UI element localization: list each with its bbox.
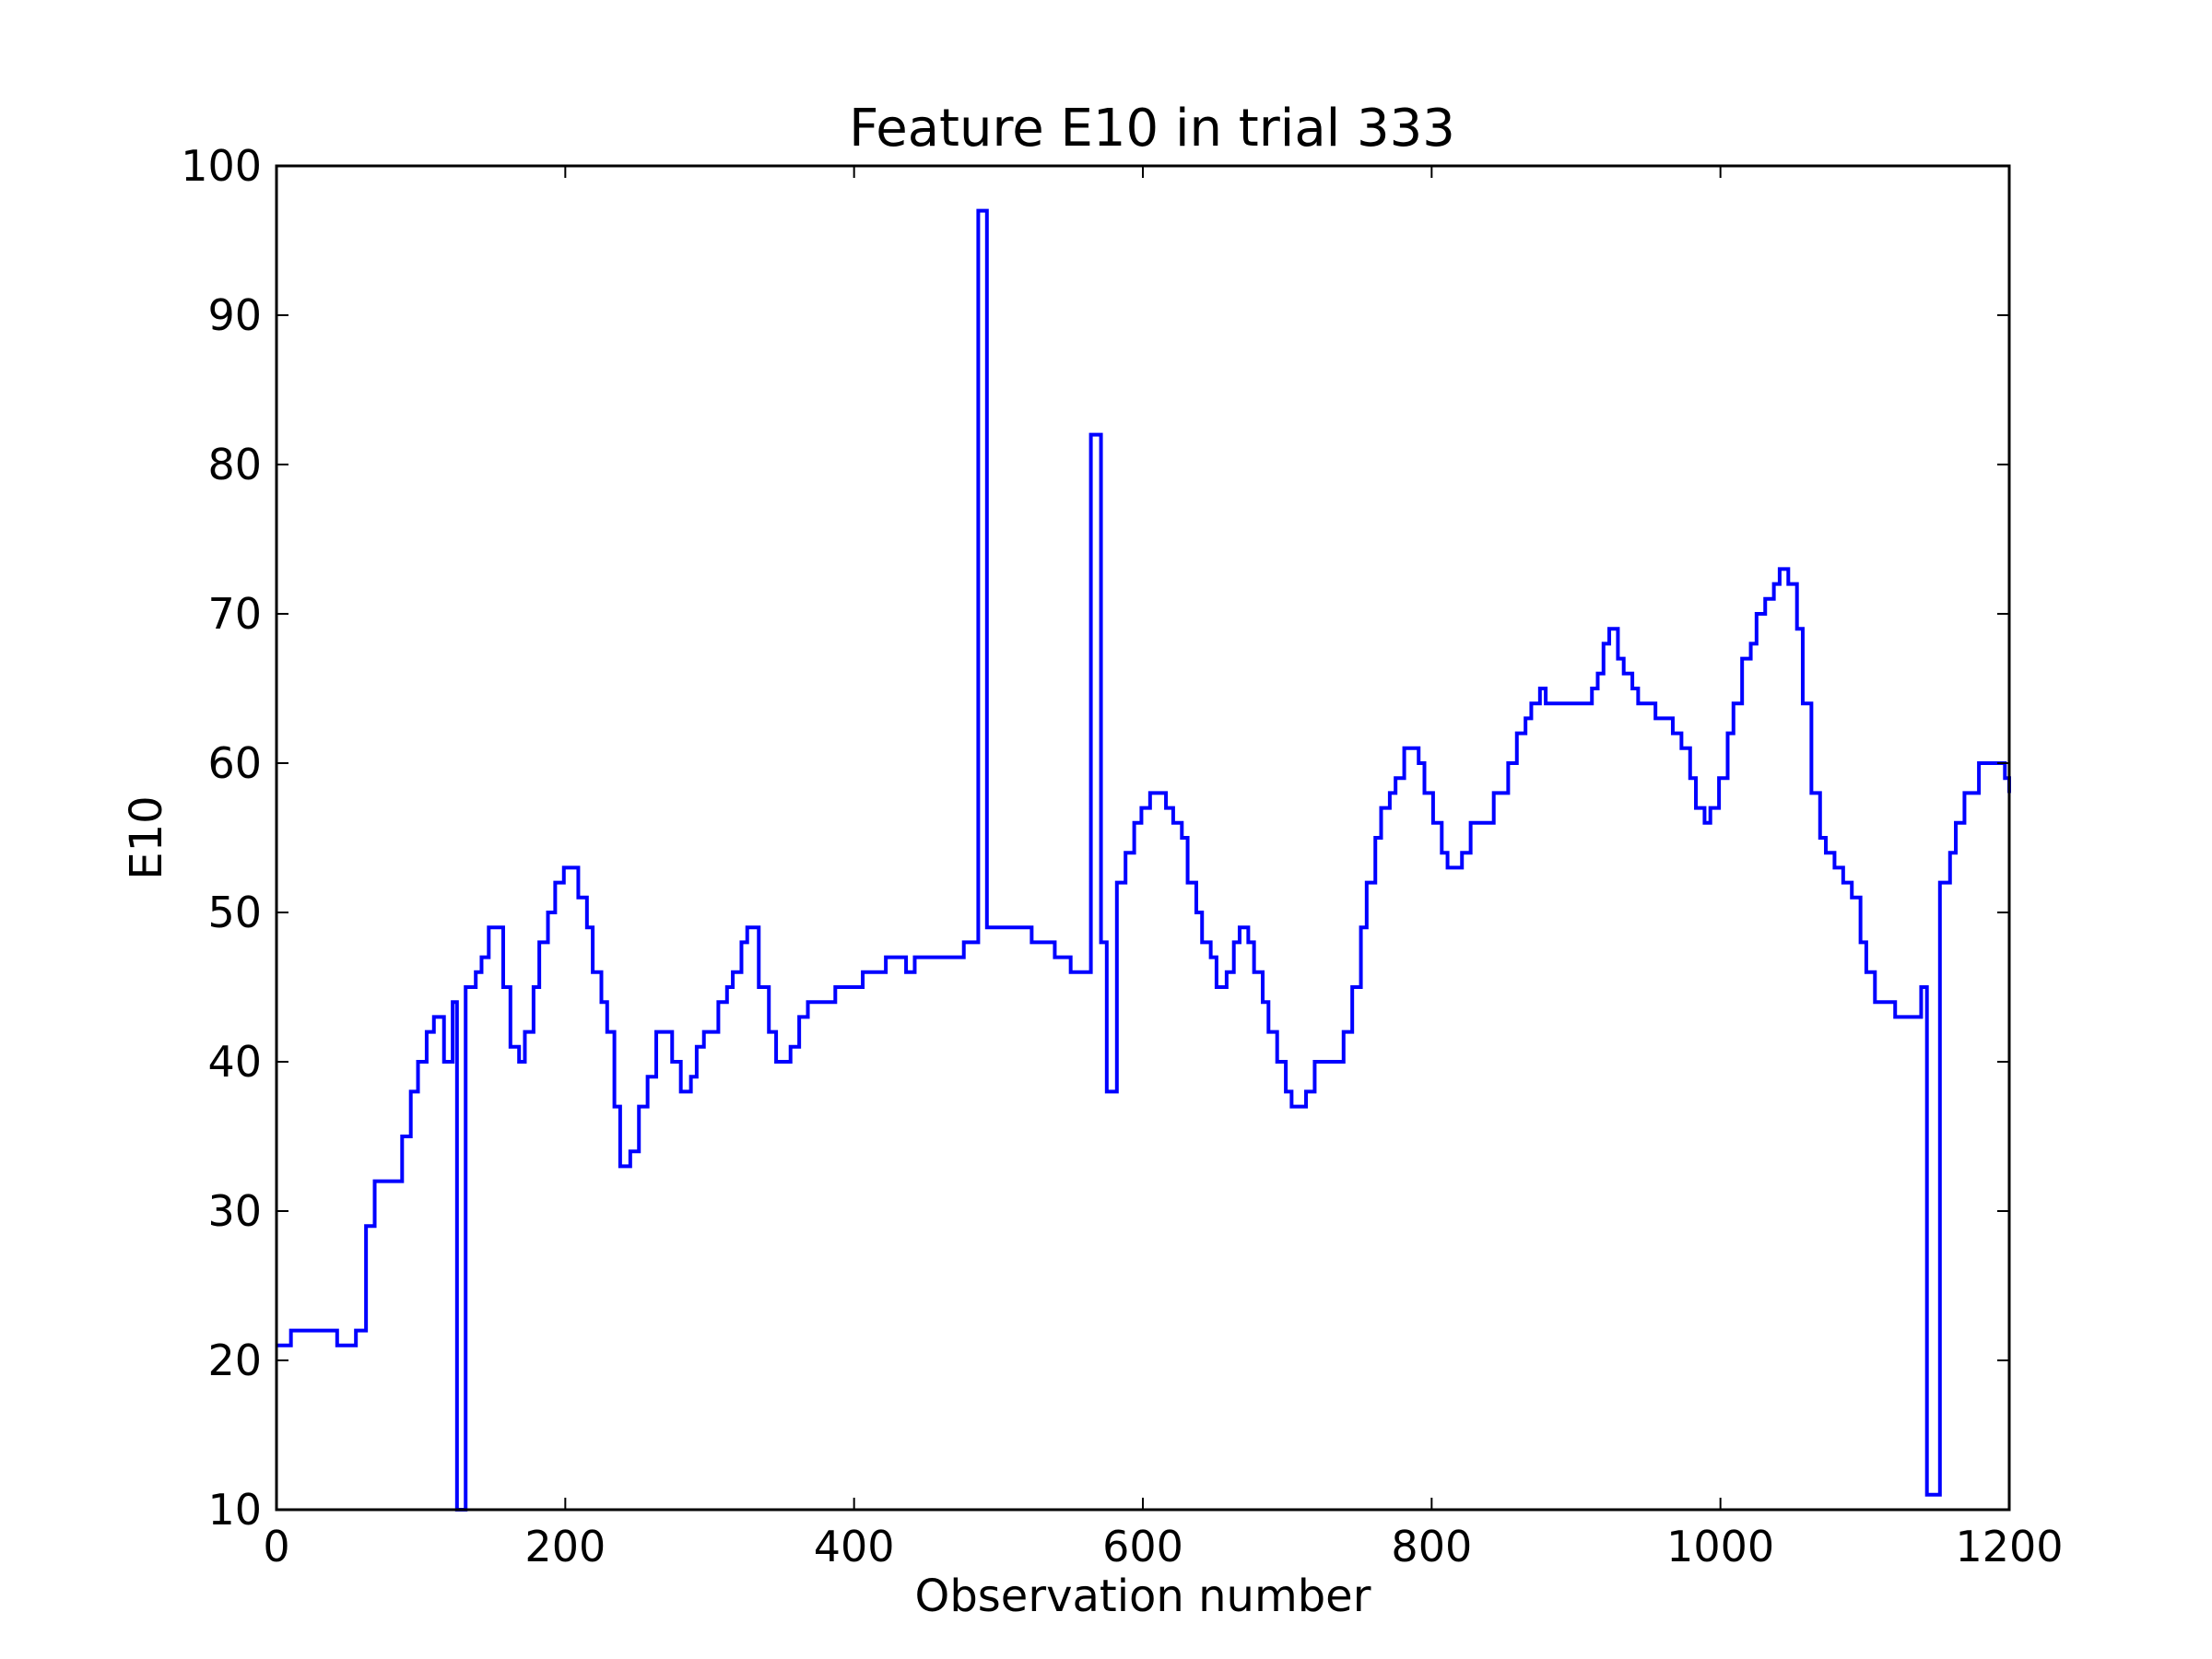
y-tick-label: 100 [181,141,262,191]
x-axis-label: Observation number [915,1571,1371,1622]
y-tick-label: 60 [207,738,262,788]
y-tick-label: 10 [207,1485,262,1535]
x-tick-label: 0 [263,1522,289,1571]
plot-area [275,164,2011,1512]
y-tick-label: 70 [207,589,262,639]
x-tick-label: 400 [814,1522,895,1571]
y-tick-label: 20 [207,1335,262,1385]
x-tick-label: 600 [1102,1522,1183,1571]
x-tick-label: 200 [524,1522,606,1571]
series-layer [276,208,2011,1512]
chart-title: Feature E10 in trial 333 [849,99,1455,159]
x-tick-label: 1000 [1666,1522,1774,1571]
y-tick-label: 50 [207,888,262,937]
y-tick-label: 30 [207,1186,262,1236]
x-tick-labels: 0 200 400 600 800 1000 1200 [263,1522,2063,1571]
x-tick-label: 1200 [1955,1522,2063,1571]
y-axis-label: E10 [121,795,172,879]
y-tick-label: 40 [207,1037,262,1087]
plot-background [276,166,2009,1510]
x-tick-label: 800 [1391,1522,1472,1571]
y-tick-labels: 10 20 30 40 50 60 70 80 90 100 [181,141,262,1535]
y-tick-label: 90 [207,290,262,340]
series-line-0 [276,208,2011,1512]
plot-frame [275,164,2011,1512]
y-tick-label: 80 [207,440,262,489]
